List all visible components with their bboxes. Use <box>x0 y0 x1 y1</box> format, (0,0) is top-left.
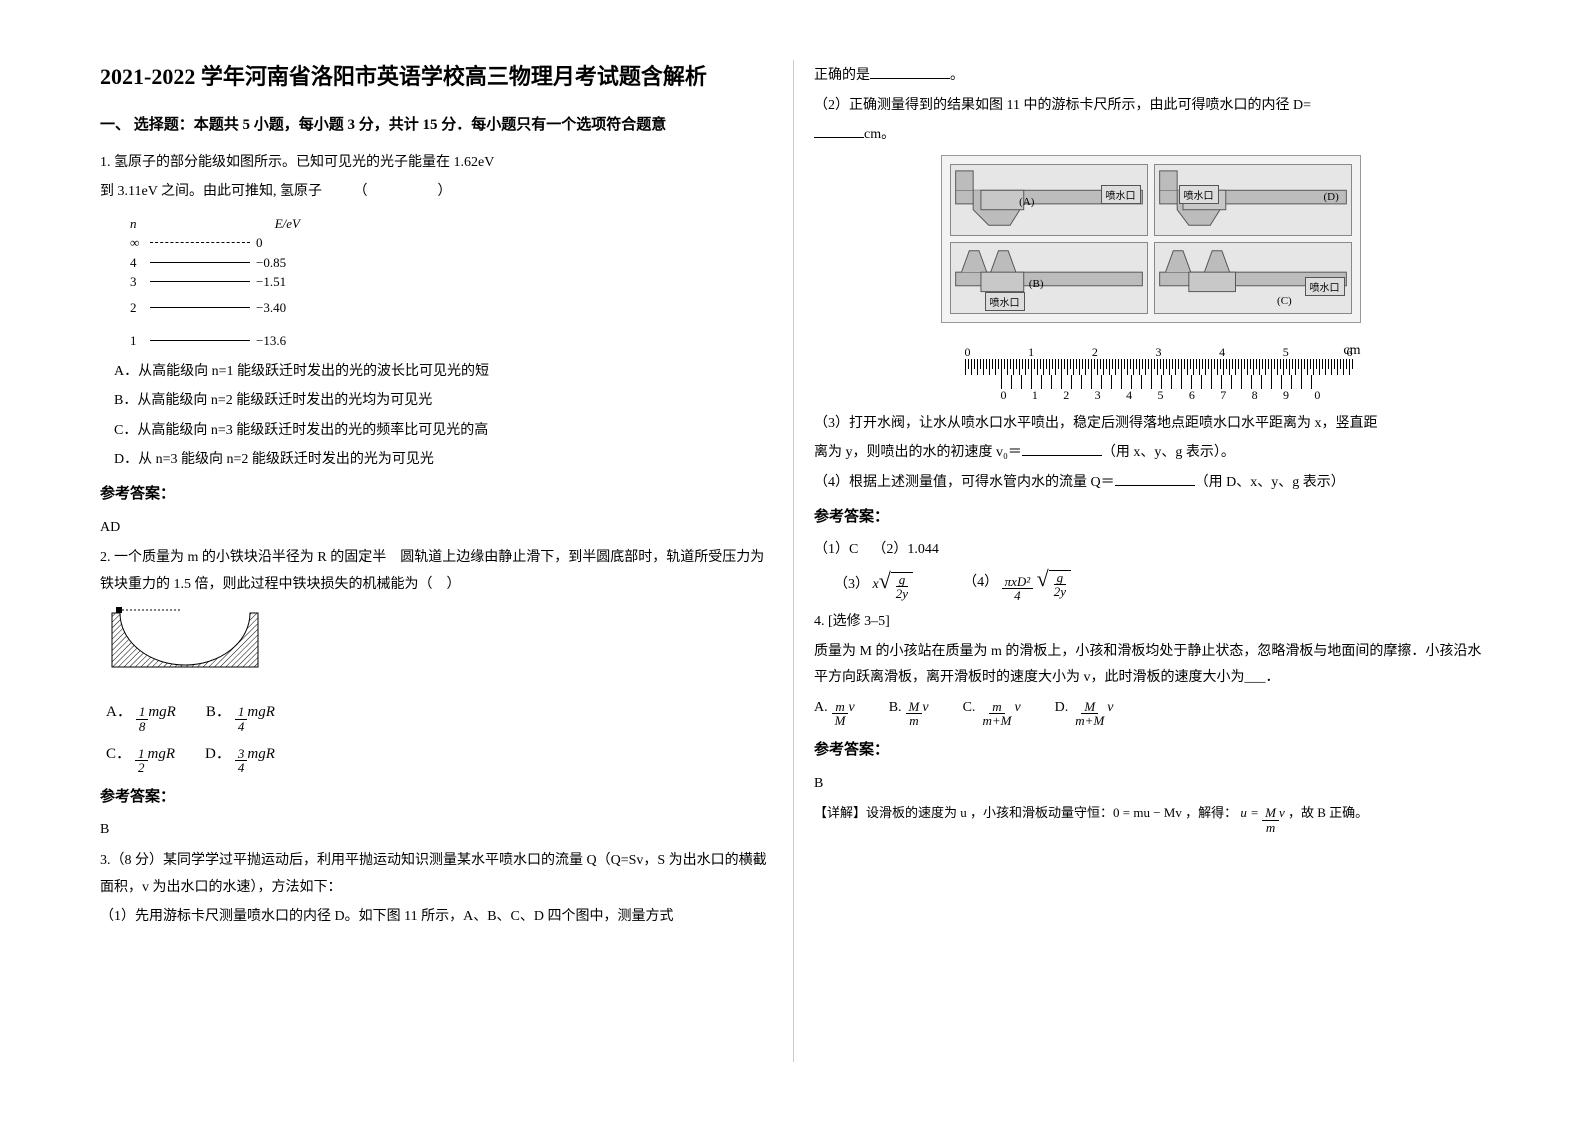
blank-2 <box>814 124 864 138</box>
main-5: 5 <box>1283 345 1289 360</box>
q4-answer-label: 参考答案： <box>814 736 1487 765</box>
q4-explain: 【详解】设滑板的速度为 u ，小孩和滑板动量守恒：0 = mu − Mv ，解得… <box>814 801 1487 834</box>
diagram-col-n: n <box>130 214 137 234</box>
q2-opt-c: C．12mgR <box>106 742 175 775</box>
q4-answer: B <box>814 771 1487 798</box>
q3-part3: （3）打开水阀，让水从喷水口水平喷出，稳定后测得落地点距喷水口水平距离为 x，竖… <box>814 411 1487 438</box>
q3-a4: （4） πxD²4 √g2y <box>963 570 1071 603</box>
main-4: 4 <box>1219 345 1225 360</box>
caliper-a: (A) 喷水口 <box>950 164 1148 236</box>
q2-stem: 2. 一个质量为 m 的小铁块沿半径为 R 的固定半 圆轨道上边缘由静止滑下，到… <box>100 545 773 598</box>
q4-opt-d: D.Mm+Mv <box>1055 700 1114 728</box>
v-10: 0 <box>1314 388 1320 403</box>
level-n-inf: ∞ <box>130 233 150 253</box>
level-e-4: −0.85 <box>256 253 286 273</box>
q1-opt-d: D．从 n=3 能级向 n=2 能级跃迁时发出的光为可见光 <box>100 447 773 474</box>
q2-options-row-2: C．12mgR D．34mgR <box>106 742 773 775</box>
blank-1 <box>870 65 950 79</box>
left-column: 2021-2022 学年河南省洛阳市英语学校高三物理月考试题含解析 一、 选择题… <box>80 60 793 1062</box>
level-n-1: 1 <box>130 331 150 351</box>
label-d: (D) <box>1323 191 1338 203</box>
q1-opt-c: C．从高能级向 n=3 能级跃迁时发出的光的频率比可见光的高 <box>100 418 773 445</box>
q4-head: 4. [选修 3–5] <box>814 609 1487 636</box>
q3-stem: 3.（8 分）某同学学过平抛运动后，利用平抛运动知识测量某水平喷水口的流量 Q（… <box>100 848 773 901</box>
level-e-inf: 0 <box>256 233 263 253</box>
q4-options: A.mMv B.Mmv C.mm+Mv D.Mm+Mv <box>814 700 1487 728</box>
cm-label: cm <box>1343 343 1360 359</box>
v-3: 3 <box>1095 388 1101 403</box>
level-n-4: 4 <box>130 253 150 273</box>
q3-answers-34: （3） x√g2y （4） πxD²4 √g2y <box>834 570 1487 603</box>
q1-opt-b: B．从高能级向 n=2 能级跃迁时发出的光均为可见光 <box>100 388 773 415</box>
q3-part3-line2: 离为 y，则喷出的水的初速度 v₀＝（用 x、y、g 表示）。 <box>814 440 1487 467</box>
blank-3 <box>1022 442 1102 456</box>
vernier-scale: 0 1 2 3 4 5 6 cm 0 1 2 3 4 5 6 7 8 9 0 <box>941 333 1361 403</box>
v-0: 0 <box>1001 388 1007 403</box>
v-5: 5 <box>1157 388 1163 403</box>
q3-a3: （3） x√g2y <box>834 572 913 601</box>
q3-part2: （2）正确测量得到的结果如图 11 中的游标卡尺所示，由此可得喷水口的内径 D= <box>814 93 1487 120</box>
q3-answers-12: （1）C （2）1.044 <box>814 537 1487 564</box>
label-b: (B) <box>1029 278 1044 290</box>
q4-opt-c: C.mm+Mv <box>963 700 1021 728</box>
q3-part1: （1）先用游标卡尺测量喷水口的内径 D。如下图 11 所示，A、B、C、D 四个… <box>100 904 773 931</box>
q3-answer-label: 参考答案： <box>814 503 1487 532</box>
main-0: 0 <box>965 345 971 360</box>
v-1: 1 <box>1032 388 1038 403</box>
caliper-b: (B) 喷水口 <box>950 242 1148 314</box>
main-1: 1 <box>1028 345 1034 360</box>
v-8: 8 <box>1252 388 1258 403</box>
nozzle-d: 喷水口 <box>1179 185 1219 204</box>
diagram-col-e: E/eV <box>275 214 300 234</box>
level-n-2: 2 <box>130 298 150 318</box>
q2-opt-b: B．14mgR <box>206 700 275 733</box>
section-1-header: 一、 选择题：本题共 5 小题，每小题 3 分，共计 15 分．每小题只有一个选… <box>100 111 773 140</box>
q3-unit-line: cm。 <box>814 122 1487 149</box>
caliper-figure: (A) 喷水口 喷水口 (D) (B) 喷水口 <box>941 155 1361 323</box>
main-3: 3 <box>1155 345 1161 360</box>
main-2: 2 <box>1092 345 1098 360</box>
level-e-1: −13.6 <box>256 331 286 351</box>
blank-4 <box>1115 472 1195 486</box>
right-column: 正确的是。 （2）正确测量得到的结果如图 11 中的游标卡尺所示，由此可得喷水口… <box>793 60 1507 1062</box>
level-e-2: −3.40 <box>256 298 286 318</box>
q3-part1b: 正确的是。 <box>814 63 1487 90</box>
half-pipe-diagram <box>110 607 260 677</box>
nozzle-c: 喷水口 <box>1305 277 1345 296</box>
level-e-3: −1.51 <box>256 272 286 292</box>
label-c: (C) <box>1277 295 1292 307</box>
label-a: (A) <box>1019 196 1034 208</box>
nozzle-a: 喷水口 <box>1101 185 1141 204</box>
q1-answer: AD <box>100 515 773 542</box>
q1-answer-label: 参考答案： <box>100 480 773 509</box>
q2-opt-a: A．18mgR <box>106 700 176 733</box>
q4-opt-b: B.Mmv <box>889 700 929 728</box>
doc-title: 2021-2022 学年河南省洛阳市英语学校高三物理月考试题含解析 <box>100 60 773 93</box>
v-4: 4 <box>1126 388 1132 403</box>
q2-answer: B <box>100 817 773 844</box>
q2-options-row-1: A．18mgR B．14mgR <box>106 700 773 733</box>
q4-stem: 质量为 M 的小孩站在质量为 m 的滑板上，小孩和滑板均处于静止状态，忽略滑板与… <box>814 639 1487 692</box>
q1-stem-2: 到 3.11eV 之间。由此可推知, 氢原子 （ ） <box>100 179 773 206</box>
v-9: 9 <box>1283 388 1289 403</box>
q1-opt-a: A．从高能级向 n=1 能级跃迁时发出的光的波长比可见光的短 <box>100 359 773 386</box>
q2-answer-label: 参考答案： <box>100 783 773 812</box>
q3-part4: （4）根据上述测量值，可得水管内水的流量 Q＝（用 D、x、y、g 表示） <box>814 470 1487 497</box>
v-7: 7 <box>1220 388 1226 403</box>
q2-opt-d: D．34mgR <box>205 742 275 775</box>
v-2: 2 <box>1063 388 1069 403</box>
q4-opt-a: A.mMv <box>814 700 855 728</box>
q1-stem-1: 1. 氢原子的部分能级如图所示。已知可见光的光子能量在 1.62eV <box>100 150 773 177</box>
level-n-3: 3 <box>130 272 150 292</box>
nozzle-b: 喷水口 <box>985 292 1025 311</box>
caliper-c: (C) 喷水口 <box>1154 242 1352 314</box>
v-6: 6 <box>1189 388 1195 403</box>
energy-level-diagram: n E/eV ∞ 0 4 −0.85 3 −1.51 2 −3.40 1 −13.6 <box>130 214 773 351</box>
caliper-d: 喷水口 (D) <box>1154 164 1352 236</box>
